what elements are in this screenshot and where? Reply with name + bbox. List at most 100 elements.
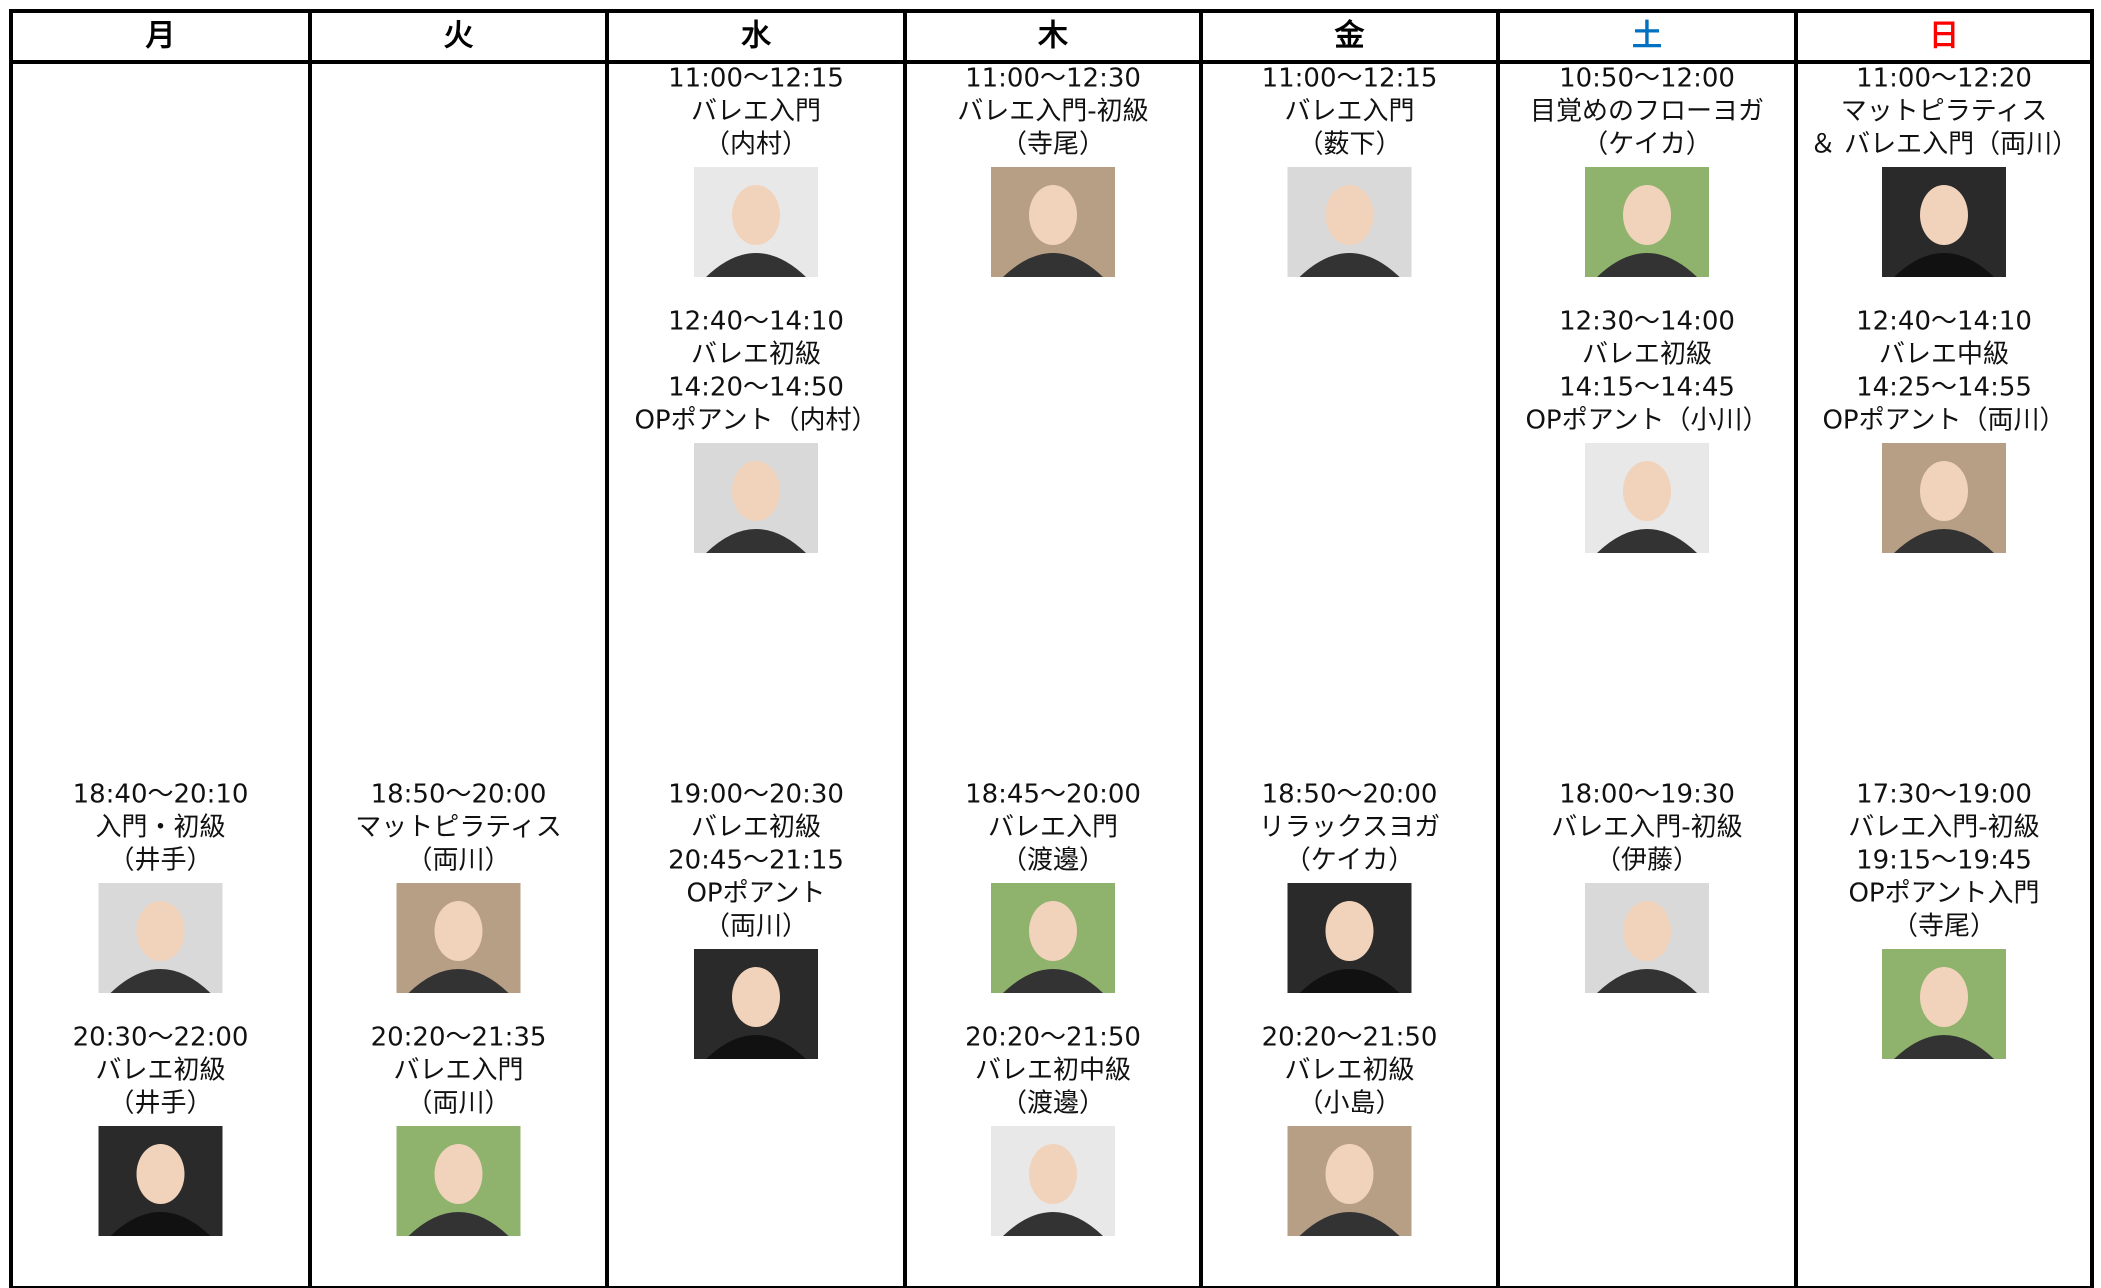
photo-shoulders bbox=[1597, 969, 1697, 993]
photo-shoulders bbox=[110, 969, 211, 993]
photo-shoulders bbox=[1003, 969, 1103, 993]
class-text: （両川） bbox=[704, 912, 808, 942]
photo-face bbox=[136, 901, 185, 961]
class-text: 14:25～14:55 bbox=[1856, 373, 2032, 403]
photo-shoulders bbox=[706, 253, 806, 277]
class-text: 14:20～14:50 bbox=[668, 373, 844, 403]
class-text: バレエ初級 bbox=[1582, 340, 1712, 370]
photo-shoulders bbox=[110, 1212, 211, 1236]
class-text: （寺尾） bbox=[1001, 130, 1105, 160]
class-text: 10:50～12:00 bbox=[1559, 64, 1735, 94]
photo-shoulders bbox=[1894, 253, 1994, 277]
class-text: バレエ初級 bbox=[691, 813, 821, 843]
photo-shoulders bbox=[706, 1035, 806, 1059]
photo-face bbox=[1920, 461, 1968, 521]
day-header: 木 bbox=[1037, 19, 1068, 54]
photo-shoulders bbox=[1299, 969, 1400, 993]
photo-face bbox=[1623, 461, 1671, 521]
class-text: 20:20～21:50 bbox=[965, 1023, 1141, 1053]
class-text: マットピラティス bbox=[1841, 97, 2047, 127]
day-header: 月 bbox=[146, 19, 176, 54]
class-text: （井手） bbox=[108, 846, 212, 876]
class-text: （渡邊） bbox=[1001, 1089, 1105, 1119]
class-text: 19:00～20:30 bbox=[668, 780, 844, 810]
photo-shoulders bbox=[408, 1212, 509, 1236]
class-text: 20:20～21:35 bbox=[371, 1023, 547, 1053]
class-text: 18:00～19:30 bbox=[1559, 780, 1735, 810]
class-text: 11:00～12:30 bbox=[965, 64, 1141, 94]
photo-face bbox=[1029, 1144, 1077, 1204]
photo-face bbox=[732, 461, 780, 521]
class-text: 20:30～22:00 bbox=[73, 1023, 249, 1053]
class-text: 18:40～20:10 bbox=[73, 780, 249, 810]
photo-face bbox=[1029, 185, 1077, 245]
class-text: バレエ初級 bbox=[1284, 1056, 1414, 1086]
class-text: 12:30～14:00 bbox=[1559, 307, 1735, 337]
class-text: バレエ入門 bbox=[988, 813, 1118, 843]
class-text: （井手） bbox=[108, 1089, 212, 1119]
photo-shoulders bbox=[1894, 1035, 1994, 1059]
photo-face bbox=[1623, 185, 1671, 245]
class-text: バレエ入門 bbox=[1284, 97, 1414, 127]
class-text: バレエ入門 bbox=[393, 1056, 523, 1086]
photo-face bbox=[732, 967, 780, 1027]
photo-shoulders bbox=[1299, 1212, 1400, 1236]
photo-face bbox=[732, 185, 780, 245]
class-text: OPポアント（小川） bbox=[1525, 406, 1768, 436]
table-border bbox=[9, 9, 2094, 1288]
class-text: バレエ初級 bbox=[691, 340, 821, 370]
class-text: 12:40～14:10 bbox=[668, 307, 844, 337]
class-text: OPポアント（内村） bbox=[634, 406, 877, 436]
class-text: バレエ初級 bbox=[95, 1056, 225, 1086]
class-text: （両川） bbox=[406, 1089, 510, 1119]
class-text: （小島） bbox=[1297, 1089, 1401, 1119]
class-text: （薮下） bbox=[1297, 130, 1401, 160]
class-text: （渡邊） bbox=[1001, 846, 1105, 876]
class-text: （ケイカ） bbox=[1285, 846, 1414, 876]
photo-shoulders bbox=[706, 529, 806, 553]
class-text: 11:00～12:15 bbox=[668, 64, 844, 94]
class-text: 18:50～20:00 bbox=[1262, 780, 1438, 810]
photo-face bbox=[1325, 1144, 1374, 1204]
class-text: バレエ初中級 bbox=[975, 1056, 1131, 1086]
class-text: 入門・初級 bbox=[95, 813, 225, 843]
photo-face bbox=[1325, 185, 1374, 245]
class-text: 20:20～21:50 bbox=[1262, 1023, 1438, 1053]
class-text: 11:00～12:15 bbox=[1262, 64, 1438, 94]
photo-shoulders bbox=[1894, 529, 1994, 553]
class-text: バレエ入門 bbox=[691, 97, 821, 127]
photo-face bbox=[434, 901, 483, 961]
day-header: 水 bbox=[741, 19, 772, 54]
photo-shoulders bbox=[408, 969, 509, 993]
photo-shoulders bbox=[1299, 253, 1400, 277]
day-header: 日 bbox=[1929, 19, 1959, 54]
class-text: （両川） bbox=[406, 846, 510, 876]
photo-face bbox=[1920, 967, 1968, 1027]
day-header: 火 bbox=[444, 19, 474, 54]
class-text: （寺尾） bbox=[1892, 912, 1996, 942]
class-text: OPポアント入門 bbox=[1848, 879, 2039, 909]
class-text: 19:15～19:45 bbox=[1856, 846, 2032, 876]
class-text: バレエ入門-初級 bbox=[957, 97, 1148, 127]
class-text: OPポアント（両川） bbox=[1822, 406, 2065, 436]
photo-shoulders bbox=[1003, 1212, 1103, 1236]
class-text: 18:50～20:00 bbox=[371, 780, 547, 810]
day-header: 土 bbox=[1632, 19, 1662, 54]
class-text: （伊藤） bbox=[1595, 846, 1699, 876]
class-text: （内村） bbox=[704, 130, 808, 160]
class-text: （ケイカ） bbox=[1582, 130, 1711, 160]
class-text: 目覚めのフローヨガ bbox=[1530, 97, 1764, 127]
photo-face bbox=[136, 1144, 185, 1204]
day-header: 金 bbox=[1334, 19, 1366, 54]
photo-face bbox=[1920, 185, 1968, 245]
class-text: バレエ入門-初級 bbox=[1848, 813, 2039, 843]
photo-face bbox=[1029, 901, 1077, 961]
photo-shoulders bbox=[1597, 529, 1697, 553]
class-text: バレエ中級 bbox=[1879, 340, 2009, 370]
class-text: 12:40～14:10 bbox=[1856, 307, 2032, 337]
photo-shoulders bbox=[1003, 253, 1103, 277]
photo-face bbox=[1623, 901, 1671, 961]
photo-shoulders bbox=[1597, 253, 1697, 277]
class-text: マットピラティス bbox=[355, 813, 561, 843]
